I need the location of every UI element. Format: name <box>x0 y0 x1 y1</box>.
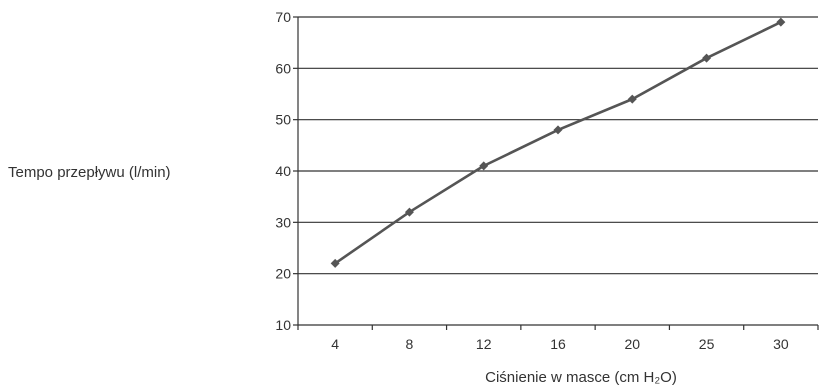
y-tick-label: 40 <box>275 163 291 179</box>
axes <box>293 16 819 330</box>
data-point-marker <box>553 125 563 135</box>
data-point-marker <box>479 161 489 171</box>
x-tick-label: 4 <box>331 336 339 352</box>
data-point-marker <box>776 17 786 27</box>
y-tick-label: 70 <box>275 9 291 25</box>
x-tick-label: 12 <box>476 336 492 352</box>
data-point-marker <box>627 94 637 104</box>
tick-labels: 10 20 30 40 50 60 70 4 8 12 16 20 25 30 <box>275 9 788 352</box>
x-tick-label: 30 <box>773 336 789 352</box>
x-tick-label: 16 <box>550 336 566 352</box>
data-series <box>330 17 786 268</box>
data-point-marker <box>404 207 414 217</box>
data-point-marker <box>330 258 340 268</box>
x-tick-label: 20 <box>624 336 640 352</box>
x-tick-label: 8 <box>406 336 414 352</box>
y-tick-label: 50 <box>275 112 291 128</box>
gridlines <box>298 16 818 275</box>
x-tick-label: 25 <box>699 336 715 352</box>
x-axis-label: Ciśnienie w masce (cm H₂O) <box>485 369 677 385</box>
data-point-marker <box>702 53 712 63</box>
y-tick-label: 30 <box>275 214 291 230</box>
series-line <box>334 20 782 265</box>
y-axis-label: Tempo przepływu (l/min) <box>8 164 171 181</box>
y-tick-label: 10 <box>275 317 291 333</box>
y-tick-label: 20 <box>275 266 291 282</box>
y-tick-label: 60 <box>275 60 291 76</box>
